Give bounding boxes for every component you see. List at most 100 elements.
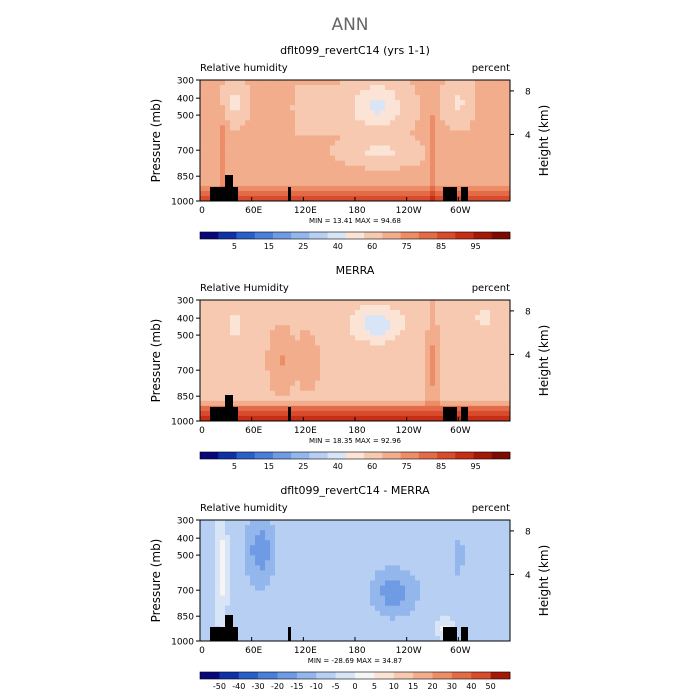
colorbar-swatch	[309, 452, 328, 459]
colorbar-label: 75	[402, 462, 412, 471]
colorbar-swatch	[327, 232, 347, 239]
colorbar-swatch	[296, 672, 317, 679]
colorbar-swatch	[218, 232, 237, 239]
colorbar-swatch	[236, 452, 256, 459]
colorbar-label: 95	[471, 462, 481, 471]
colorbar-label: -30	[252, 682, 265, 691]
panels: dflt099_revertC14 (yrs 1-1) Relative humi…	[149, 44, 551, 691]
y-tick-label: 850	[177, 173, 194, 183]
x-tick-label: 120W	[396, 426, 422, 436]
colorbar-label: -5	[332, 682, 340, 691]
y-tick-label: 400	[177, 95, 194, 105]
colorbar-swatch	[200, 232, 219, 239]
x-tick-label: 60W	[450, 646, 470, 656]
y-tick-label: 1000	[171, 418, 194, 428]
x-tick-label: 60W	[450, 426, 470, 436]
colorbar-swatch	[258, 672, 278, 679]
y-tick-label: 700	[177, 587, 194, 597]
y-tick-label: 1000	[171, 638, 194, 648]
colorbar-label: 25	[298, 242, 308, 251]
x-tick-label: 180	[348, 426, 365, 436]
x-tick-label: 120E	[294, 426, 317, 436]
x-tick-label: 120W	[396, 646, 422, 656]
colorbar-swatch	[272, 232, 292, 239]
panel-1: dflt099_revertC14 (yrs 1-1) Relative humi…	[149, 44, 551, 251]
units-label: percent	[472, 63, 510, 74]
colorbar-swatch	[254, 232, 274, 239]
heatmap-field	[200, 80, 511, 202]
colorbar-label: -50	[213, 682, 226, 691]
colorbar: -50 -40 -30 -20 -15 -10 -5 0 5 10 15 20 30 40 50	[199, 671, 511, 691]
colorbar-label: 85	[436, 462, 446, 471]
colorbar-label: 60	[367, 242, 377, 251]
colorbar-swatch	[382, 452, 401, 459]
x-tick-label: 0	[199, 206, 205, 216]
colorbar-swatch	[364, 232, 383, 239]
panel-title: dflt099_revertC14 - MERRA	[280, 484, 430, 497]
colorbar-swatch	[400, 452, 420, 459]
colorbar-swatch	[413, 672, 433, 679]
colorbar-label: 15	[408, 682, 418, 691]
y-tick-label: 400	[177, 315, 194, 325]
colorbar-label: 15	[264, 462, 274, 471]
heatmap-field	[200, 300, 511, 422]
height-tick-label: 8	[525, 527, 531, 537]
colorbar-label: 40	[466, 682, 476, 691]
heatmap-field	[200, 520, 511, 642]
colorbar-swatch	[451, 672, 472, 679]
colorbar-swatch	[473, 452, 493, 459]
y-tick-label: 700	[177, 367, 194, 377]
colorbar-label: -40	[232, 682, 245, 691]
x-tick-label: 120E	[294, 646, 317, 656]
x-tick-label: 120W	[396, 206, 422, 216]
x-tick-label: 120E	[294, 206, 317, 216]
colorbar-label: -15	[290, 682, 303, 691]
y-tick-label: 300	[177, 517, 194, 527]
topography-mask	[210, 395, 468, 421]
colorbar-swatch	[218, 452, 237, 459]
colorbar-label: -10	[310, 682, 323, 691]
colorbar: 5 15 25 40 60 75 85 95	[199, 451, 511, 471]
colorbar-swatch	[219, 672, 240, 679]
y-tick-label: 500	[177, 332, 194, 342]
colorbar-swatch	[345, 452, 365, 459]
y-tick-label: 700	[177, 147, 194, 157]
x-tick-label: 0	[199, 426, 205, 436]
colorbar-swatch	[238, 672, 259, 679]
y-tick-label: 500	[177, 552, 194, 562]
colorbar-label: 20	[427, 682, 437, 691]
y2-axis-label: Height (km)	[537, 325, 551, 396]
x-tick-label: 60W	[450, 206, 470, 216]
colorbar-swatch	[200, 672, 220, 679]
x-tick-label: 180	[348, 206, 365, 216]
x-tick-label: 60E	[245, 646, 262, 656]
x-tick-label: 180	[348, 646, 365, 656]
colorbar-swatch	[345, 232, 365, 239]
colorbar-swatch	[291, 232, 310, 239]
y-tick-label: 400	[177, 535, 194, 545]
suptitle: ANN	[331, 15, 368, 35]
stats-label: MIN = 18.35 MAX = 92.96	[309, 437, 401, 445]
y-tick-label: 300	[177, 297, 194, 307]
colorbar-swatch	[254, 452, 274, 459]
y-tick-label: 850	[177, 613, 194, 623]
colorbar-label: 95	[471, 242, 481, 251]
y-axis-label: Pressure (mb)	[149, 319, 163, 403]
colorbar-swatch	[437, 232, 456, 239]
panel-3: dflt099_revertC14 - MERRA Relative humidi…	[149, 484, 551, 691]
x-tick-label: 0	[199, 646, 205, 656]
colorbar-swatch	[335, 672, 356, 679]
colorbar-label: -20	[271, 682, 284, 691]
colorbar-swatch	[491, 452, 511, 459]
colorbar-swatch	[272, 452, 292, 459]
topography-mask	[210, 175, 468, 201]
colorbar-swatch	[400, 232, 420, 239]
units-label: percent	[472, 503, 510, 514]
y-tick-label: 300	[177, 77, 194, 87]
colorbar-swatch	[473, 232, 493, 239]
colorbar-label: 15	[264, 242, 274, 251]
colorbar-swatch	[432, 672, 453, 679]
height-tick-label: 4	[525, 571, 531, 581]
x-tick-label: 60E	[245, 206, 262, 216]
